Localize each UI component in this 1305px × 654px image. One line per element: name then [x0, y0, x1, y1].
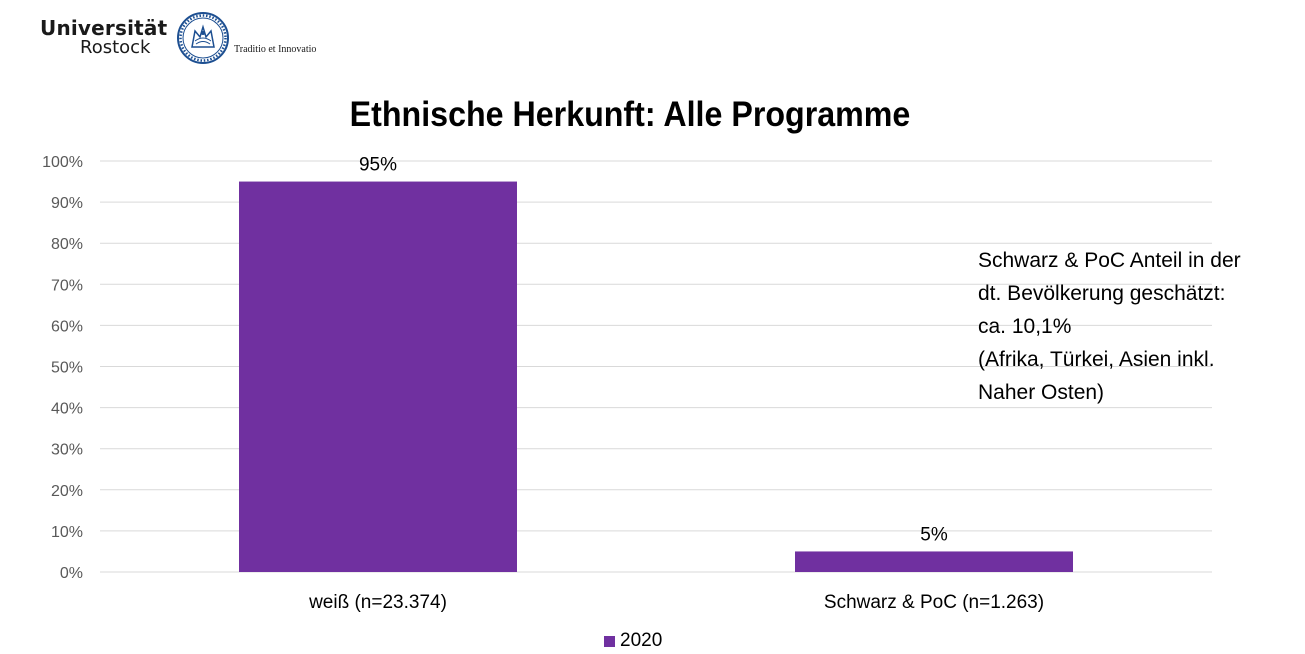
annotation-line: Naher Osten) — [978, 381, 1105, 404]
x-category-label: weiß (n=23.374) — [308, 592, 447, 613]
bar — [795, 551, 1073, 572]
population-annotation: Schwarz & PoC Anteil in der dt. Bevölker… — [978, 244, 1278, 409]
annotation-line: (Afrika, Türkei, Asien inkl. — [978, 348, 1215, 371]
chart-title: Ethnische Herkunft: Alle Programme — [349, 95, 911, 134]
y-tick-label: 100% — [42, 154, 83, 171]
y-tick-label: 80% — [51, 236, 83, 253]
data-label: 5% — [920, 524, 948, 545]
y-tick-label: 0% — [60, 565, 83, 582]
bar — [239, 181, 517, 573]
data-labels: 95% 5% — [359, 155, 948, 546]
y-tick-label: 20% — [51, 483, 83, 500]
data-label: 95% — [359, 155, 397, 176]
logo-name-line1: Universität — [40, 16, 168, 40]
bars — [239, 181, 1073, 573]
y-tick-label: 30% — [51, 442, 83, 459]
legend-label: 2020 — [620, 630, 663, 651]
x-axis-categories: weiß (n=23.374) Schwarz & PoC (n=1.263) — [308, 592, 1044, 613]
y-tick-label: 10% — [51, 524, 83, 541]
annotation-line: dt. Bevölkerung geschätzt: — [978, 282, 1226, 305]
university-logo: Universität Rostock Traditio et Innovati… — [38, 10, 338, 66]
chart-legend: 2020 — [604, 630, 662, 652]
annotation-line: Schwarz & PoC Anteil in der — [978, 249, 1241, 272]
y-tick-label: 70% — [51, 277, 83, 294]
legend-swatch — [604, 635, 615, 647]
y-tick-label: 60% — [51, 318, 83, 335]
y-tick-label: 90% — [51, 195, 83, 212]
annotation-line: ca. 10,1% — [978, 315, 1072, 338]
university-seal-icon — [177, 12, 229, 64]
y-tick-label: 50% — [51, 360, 83, 377]
y-tick-label: 40% — [51, 401, 83, 418]
x-category-label: Schwarz & PoC (n=1.263) — [824, 592, 1044, 613]
logo-name-line2: Rostock — [80, 37, 151, 58]
y-axis-ticks: 0% 10% 20% 30% 40% 50% 60% 70% 80% 90% 100% — [42, 154, 83, 582]
logo-motto: Traditio et Innovatio — [234, 44, 317, 55]
